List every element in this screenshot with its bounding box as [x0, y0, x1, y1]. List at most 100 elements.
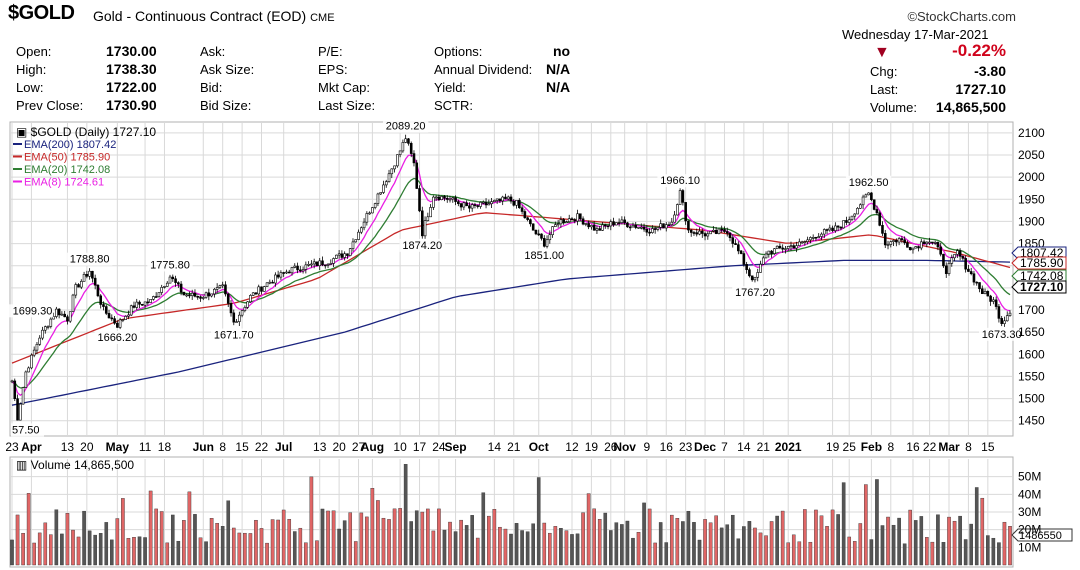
price-candle [299, 269, 302, 272]
price-candle [845, 220, 848, 223]
volume-bar [49, 534, 53, 566]
x-tick-label: 7 [721, 440, 728, 454]
price-candle [867, 192, 870, 196]
x-tick-label: Dec [694, 440, 716, 454]
price-annotation: 1666.20 [97, 332, 137, 344]
volume-bar [919, 516, 924, 566]
volume-bar [592, 508, 596, 566]
price-candle [950, 257, 954, 264]
price-candle [858, 204, 862, 209]
value-tag: 1742.08 [1011, 269, 1067, 283]
y-tick-label: 1650 [1018, 325, 1045, 339]
price-candle [132, 305, 136, 308]
price-candle [789, 245, 793, 247]
y-tick-label: 1700 [1018, 303, 1045, 317]
price-candle [213, 288, 216, 295]
volume-bar [736, 538, 741, 566]
price-candle [878, 212, 882, 226]
x-tick-label: 9 [643, 440, 650, 454]
price-candle [548, 234, 552, 241]
price-candle [376, 193, 380, 204]
price-candle [473, 204, 477, 206]
x-tick-label: Aug [361, 440, 384, 454]
price-annotation: 2089.20 [386, 121, 426, 133]
price-candle [190, 292, 194, 296]
price-candle [739, 250, 743, 254]
volume-bar [647, 508, 652, 566]
price-candle [420, 210, 424, 237]
price-candle [359, 227, 363, 233]
price-candle [542, 238, 546, 247]
price-candle [676, 204, 679, 216]
volume-bar [426, 508, 430, 566]
price-candle [1003, 320, 1006, 324]
volume-bar [625, 520, 630, 566]
volume-bar [137, 536, 142, 566]
volume-bar [986, 535, 990, 566]
down-arrow-icon: ▼ [874, 44, 890, 61]
volume-bar [703, 519, 707, 566]
ask-label: Ask: [200, 44, 226, 59]
volume-bar [109, 539, 114, 566]
price-candle [939, 246, 942, 255]
price-candle [695, 232, 699, 235]
price-candle [201, 297, 205, 299]
volume-bar [276, 519, 280, 566]
price-candle [681, 190, 685, 203]
volume-bar [342, 520, 347, 566]
price-candle [922, 241, 926, 245]
volume-bar [353, 541, 358, 566]
volume-bar [143, 537, 147, 566]
volume-bar [71, 529, 75, 566]
volume-bar [481, 492, 486, 566]
price-candle [179, 283, 183, 293]
volume-bar [913, 520, 918, 566]
volume-bar [686, 510, 691, 566]
volume-bar [470, 515, 474, 566]
x-tick-label: 8 [219, 440, 226, 454]
x-tick-label: Apr [21, 440, 42, 454]
last-size-label: Last Size: [318, 98, 376, 113]
price-candle [210, 293, 213, 297]
price-candle [687, 220, 690, 231]
price-candle [312, 261, 316, 265]
prev-close-label: Prev Close: [16, 98, 84, 113]
volume-bar [87, 530, 92, 566]
volume-bar [997, 542, 1001, 566]
volume-bar [836, 514, 840, 566]
price-candle [944, 265, 948, 274]
x-tick-label: 23 [679, 440, 693, 454]
price-candle [659, 223, 663, 228]
volume-bar [636, 532, 641, 566]
volume-bar [498, 526, 502, 566]
price-candle [390, 168, 394, 175]
annotation-bg [7, 304, 54, 318]
y-tick-label: 1950 [1018, 192, 1045, 206]
price-annotation: 1673.30 [982, 329, 1022, 341]
volume-bar [719, 527, 724, 566]
price-candle [321, 260, 324, 266]
price-candle [917, 246, 920, 249]
sctr-label: SCTR: [434, 98, 473, 113]
value-tag-label: 1742.08 [1020, 269, 1064, 283]
price-annotation: 1775.80 [150, 259, 190, 271]
volume-bar [891, 524, 896, 566]
price-candle [10, 380, 14, 383]
price-candle [881, 225, 884, 234]
volume-bar [841, 482, 846, 566]
price-candle [85, 274, 89, 277]
price-candle [565, 221, 568, 223]
dividend-label: Annual Dividend: [434, 62, 533, 77]
price-candle [992, 299, 995, 302]
price-candle [301, 269, 305, 272]
price-candle [615, 222, 618, 226]
price-candle [77, 284, 80, 288]
volume-bar [1002, 521, 1007, 566]
x-tick-label: 15 [235, 440, 249, 454]
x-tick-label: 20 [80, 440, 94, 454]
volume-bar [248, 533, 253, 566]
volume-bar [281, 509, 286, 566]
volume-bar [93, 534, 97, 566]
price-candle [426, 216, 430, 221]
bid-label: Bid: [200, 80, 223, 95]
